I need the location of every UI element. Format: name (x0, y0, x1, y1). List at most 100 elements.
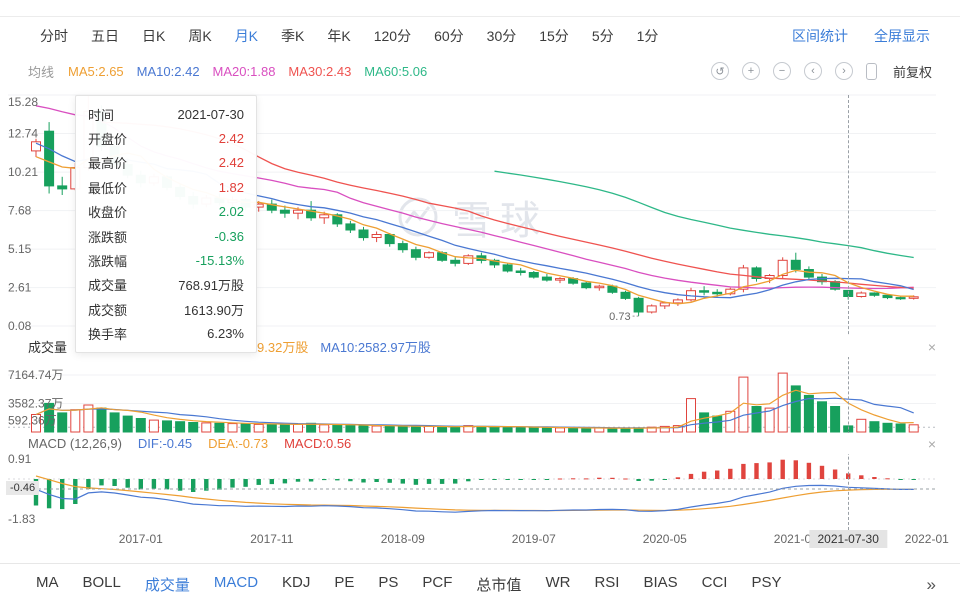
svg-text:0.73: 0.73 (609, 311, 630, 323)
macd-pane-header: MACD (12,26,9) DIF:-0.45 DEA:-0.73 MACD:… (0, 433, 960, 454)
tooltip-label: 涨跌额 (88, 229, 128, 245)
zoom-out-icon[interactable]: − (772, 62, 791, 80)
pan-right-icon[interactable]: › (834, 62, 853, 80)
tooltip-row: 成交额 1613.90万 (88, 297, 244, 321)
undo-icon[interactable]: ↺ (710, 62, 729, 80)
crosshair-value-label: -0.46 (6, 481, 40, 495)
tooltip-value: -15.13% (195, 253, 244, 269)
macd-dea-value: DEA:-0.73 (208, 436, 269, 451)
tooltip-value: 1613.90万 (184, 302, 244, 318)
period-tab[interactable]: 分时 (40, 27, 68, 44)
tooltip-label: 收盘价 (88, 205, 128, 221)
volume-pane-label: 成交量 (28, 340, 68, 355)
indicator-tabs: MA BOLL 成交量 MACD KDJ PE PS PCF 总市值 WR RSI BIAS CCI PS… (24, 574, 794, 595)
svg-text:3582.37万: 3582.37万 (8, 397, 63, 411)
volume-ma10-value: MA10:2582.97万股 (320, 340, 431, 355)
indicator-tab[interactable]: BIAS (643, 574, 678, 591)
period-tab[interactable]: 季K (281, 27, 305, 44)
period-tab[interactable]: 30分 (486, 27, 517, 44)
tooltip-row: 收盘价 2.02 (88, 200, 244, 224)
tooltip-value: 2021-07-30 (177, 106, 245, 122)
tooltip-label: 最低价 (88, 180, 128, 196)
close-icon[interactable]: × (927, 435, 936, 452)
period-tab[interactable]: 周K (188, 27, 212, 44)
svg-text:0.08: 0.08 (8, 319, 32, 332)
tooltip-value: 6.23% (207, 326, 244, 342)
volume-chart[interactable]: 7164.74万 3582.37万 592.36万 (0, 357, 960, 433)
period-tab[interactable]: 60分 (434, 27, 464, 44)
tooltip-label: 开盘价 (88, 132, 128, 148)
tooltip-row: 开盘价 2.42 (88, 126, 244, 150)
adjust-mode-label[interactable]: 前复权 (892, 64, 932, 80)
tooltip-row: 时间 2021-07-30 (88, 102, 244, 126)
svg-text:0.91: 0.91 (8, 453, 32, 466)
svg-text:592.36万: 592.36万 (8, 413, 57, 427)
macd-chart[interactable]: 0.91 -1.83 (0, 453, 960, 530)
tooltip-label: 成交额 (88, 302, 128, 318)
ma-legend-item: MA30:2.43 (288, 63, 352, 79)
period-tab[interactable]: 120分 (373, 27, 412, 44)
ma-legend-row: 均线 MA5:2.65 MA10:2.42 MA20:1.88 MA30:2.43 MA… (0, 58, 960, 84)
indicator-tab[interactable]: MACD (213, 574, 259, 591)
indicator-tab[interactable]: WR (545, 574, 571, 591)
more-indicators-icon[interactable]: » (926, 574, 936, 594)
svg-text:7.68: 7.68 (8, 204, 32, 218)
ohlc-tooltip: 时间 2021-07-30 开盘价 2.42 最高价 2.42 最低价 1.82 收盘价 2.02… (75, 95, 257, 353)
indicator-tab[interactable]: 总市值 (476, 577, 522, 594)
tooltip-row: 成交量 768.91万股 (88, 273, 244, 297)
fullscreen-link[interactable]: 全屏显示 (874, 27, 930, 44)
indicator-tab[interactable]: 成交量 (144, 577, 190, 594)
period-tab[interactable]: 5分 (591, 27, 614, 44)
macd-pane-label: MACD (12,26,9) (28, 436, 122, 451)
close-icon[interactable]: × (927, 338, 936, 355)
period-tab[interactable]: 年K (327, 27, 351, 44)
tooltip-row: 换手率 6.23% (88, 322, 244, 346)
period-tab[interactable]: 日K (142, 27, 166, 44)
tooltip-label: 涨跌幅 (88, 254, 128, 270)
x-axis-label: 2021-03 (773, 532, 818, 546)
x-axis-label: 2018-09 (380, 532, 425, 546)
indicator-tab[interactable]: RSI (594, 574, 620, 591)
indicator-tab[interactable]: PE (334, 574, 355, 591)
ma-legend-item: MA20:1.88 (212, 63, 276, 79)
svg-text:2.61: 2.61 (8, 281, 32, 295)
period-tab[interactable]: 五日 (91, 27, 119, 44)
pan-left-icon[interactable]: ‹ (803, 62, 822, 80)
indicator-tab[interactable]: PSY (751, 574, 782, 591)
tooltip-value: 2.02 (218, 204, 244, 220)
period-tabbar: 分时 五日 日K 周K 月K 季K 年K 120分 60分 30分 15分 5分 1分 区间统计 全屏显… (0, 16, 960, 54)
tooltip-row: 涨跌额 -0.36 (88, 224, 244, 248)
zoom-in-icon[interactable]: + (741, 62, 760, 80)
period-tab[interactable]: 1分 (636, 27, 659, 44)
x-axis: 2017-01 2017-11 2018-09 2019-07 2020-05 2021-… (0, 532, 960, 550)
svg-text:15.28: 15.28 (8, 95, 38, 109)
xueqiu-logo-icon (398, 197, 438, 237)
indicator-tabbar: MA BOLL 成交量 MACD KDJ PE PS PCF 总市值 WR RSI BIAS CCI PS… (0, 563, 960, 605)
indicator-tab[interactable]: PS (378, 574, 399, 591)
x-axis-label: 2019-07 (511, 532, 556, 546)
indicator-tab[interactable]: CCI (701, 574, 728, 591)
indicator-tab[interactable]: KDJ (282, 574, 311, 591)
tooltip-label: 时间 (88, 107, 115, 123)
crosshair-line (848, 95, 850, 530)
indicator-tab[interactable]: MA (36, 574, 59, 591)
tooltip-row: 最低价 1.82 (88, 175, 244, 199)
ma-legend-item: MA60:5.06 (364, 63, 428, 79)
range-stats-link[interactable]: 区间统计 (792, 27, 848, 44)
period-tab[interactable]: 月K (234, 27, 259, 44)
tooltip-value: 768.91万股 (178, 278, 244, 294)
indicator-tab[interactable]: BOLL (82, 574, 121, 591)
ma-row-label: 均线 (28, 64, 55, 80)
indicator-tab[interactable]: PCF (422, 574, 453, 591)
tooltip-label: 换手率 (88, 327, 128, 343)
crosshair-date-label: 2021-07-30 (809, 530, 887, 548)
x-axis-label: 2022-01 (904, 532, 949, 546)
x-axis-label: 2020-05 (642, 532, 687, 546)
period-tabs: 分时 五日 日K 周K 月K 季K 年K 120分 60分 30分 15分 5分 1分 (40, 26, 681, 46)
macd-hist-value: MACD:0.56 (284, 436, 352, 451)
tooltip-value: 2.42 (218, 155, 244, 171)
period-tab[interactable]: 15分 (539, 27, 569, 44)
tooltip-value: 1.82 (218, 179, 244, 195)
tooltip-row: 最高价 2.42 (88, 151, 244, 175)
mobile-icon[interactable] (865, 62, 877, 80)
